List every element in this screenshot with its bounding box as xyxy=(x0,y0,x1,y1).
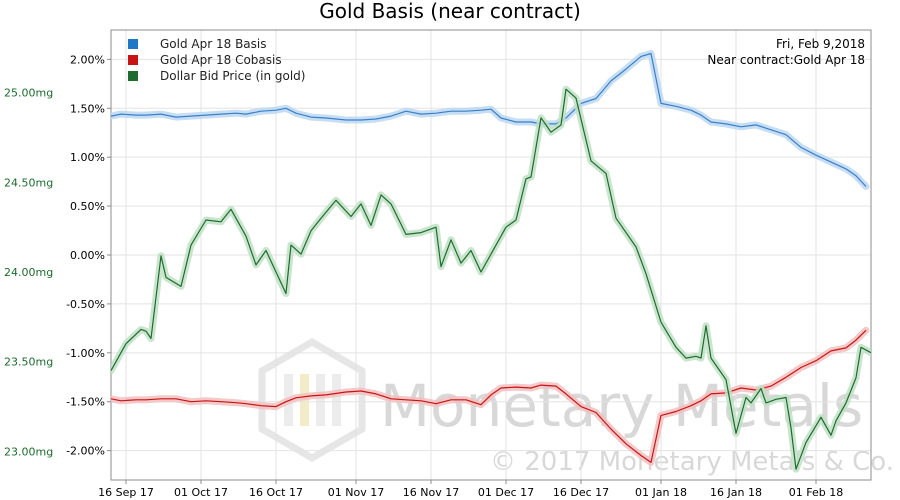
x-tick-label: 01 Jan 18 xyxy=(635,486,687,499)
y-right-tick-label: 25.00mg xyxy=(4,87,53,100)
chart-title: Gold Basis (near contract) xyxy=(319,0,581,23)
legend-label-basis: Gold Apr 18 Basis xyxy=(160,37,267,51)
x-tick-label: 16 Dec 17 xyxy=(553,486,609,499)
legend: Gold Apr 18 Basis Gold Apr 18 Cobasis Do… xyxy=(128,37,305,83)
y-tick-label: -1.00% xyxy=(66,347,105,360)
watermark-logo xyxy=(262,342,362,458)
x-tick-label: 16 Sep 17 xyxy=(98,486,154,499)
contract-label: Near contract:Gold Apr 18 xyxy=(707,53,865,67)
legend-swatch-cobasis xyxy=(128,55,138,65)
y-right-tick-label: 23.50mg xyxy=(4,356,53,369)
legend-label-cobasis: Gold Apr 18 Cobasis xyxy=(160,53,282,67)
x-tick-label: 16 Nov 17 xyxy=(403,486,459,499)
x-tick-label: 01 Feb 18 xyxy=(789,486,843,499)
x-tick-label: 01 Nov 17 xyxy=(328,486,384,499)
y-tick-label: 1.50% xyxy=(70,102,105,115)
y-tick-label: 1.00% xyxy=(70,151,105,164)
y-tick-label: -1.50% xyxy=(66,396,105,409)
y-right-tick-label: 24.00mg xyxy=(4,266,53,279)
y-tick-label: 2.00% xyxy=(70,53,105,66)
legend-label-dollar: Dollar Bid Price (in gold) xyxy=(160,69,305,83)
x-tick-label: 01 Dec 17 xyxy=(478,486,534,499)
y-axis-right-labels: 25.00mg 24.50mg 24.00mg 23.50mg 23.00mg xyxy=(4,87,53,459)
x-tick-label: 01 Oct 17 xyxy=(174,486,228,499)
x-tick-label: 16 Jan 18 xyxy=(710,486,762,499)
y-axis-left: 2.00% 1.50% 1.00% 0.50% 0.00% -0.50% -1.00% -1.… xyxy=(66,53,111,457)
x-tick-label: 16 Oct 17 xyxy=(249,486,303,499)
date-label: Fri, Feb 9,2018 xyxy=(776,37,865,51)
legend-swatch-dollar xyxy=(128,71,138,81)
y-tick-label: 0.00% xyxy=(70,249,105,262)
y-tick-label: 0.50% xyxy=(70,200,105,213)
y-tick-label: -2.00% xyxy=(66,445,105,458)
legend-swatch-basis xyxy=(128,39,138,49)
y-tick-label: -0.50% xyxy=(66,298,105,311)
y-right-tick-label: 23.00mg xyxy=(4,445,53,458)
x-axis: 16 Sep 17 01 Oct 17 16 Oct 17 01 Nov 17 16 N… xyxy=(98,480,843,499)
watermark-copyright: © 2017 Monetary Metals & Co. xyxy=(490,447,894,477)
y-right-tick-label: 24.50mg xyxy=(4,176,53,189)
